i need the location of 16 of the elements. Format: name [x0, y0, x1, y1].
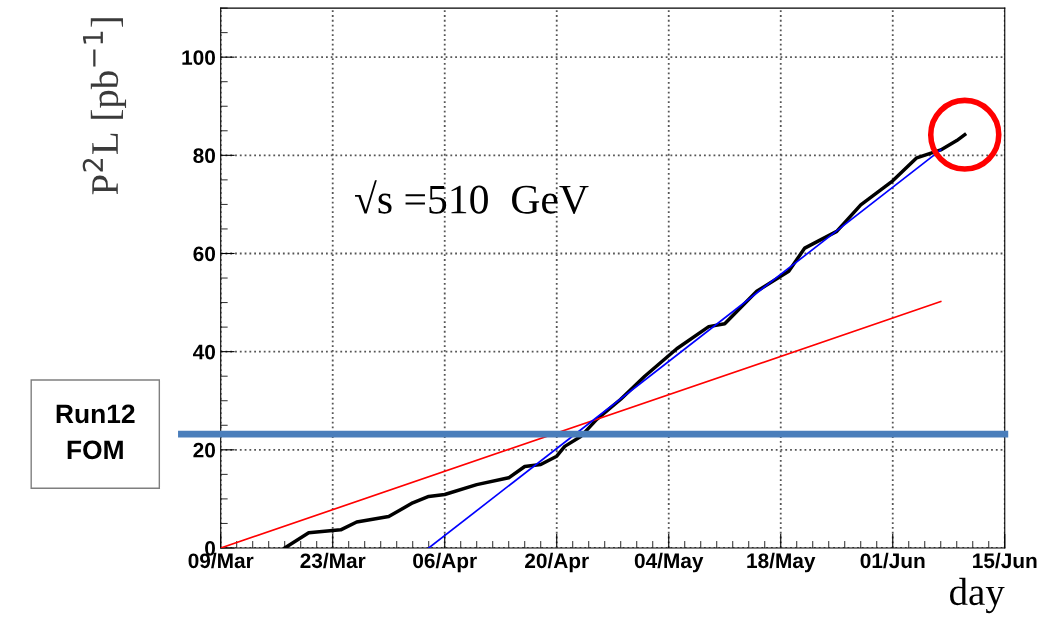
x-axis-title: day	[950, 577, 1005, 614]
y-tick-label: 80	[193, 148, 215, 164]
x-tick-label: 20/Apr	[525, 552, 589, 573]
x-tick-label: 23/Mar	[300, 552, 366, 569]
y-axis-title: P$^{2}$L [pb$^{−1}$]	[82, 18, 127, 195]
annotation: √s =510 GeV	[355, 180, 589, 214]
x-tick-label: 01/Jun	[860, 552, 925, 569]
x-tick-label: 18/May	[747, 552, 816, 573]
y-tick-label: 20	[193, 442, 215, 458]
y-tick-label: 60	[193, 246, 215, 262]
x-tick-label: 15/Jun	[973, 552, 1037, 569]
x-tick-label: 06/Apr	[413, 552, 477, 573]
y-tick-label: 100	[182, 50, 215, 65]
y-tick-label: 40	[192, 344, 215, 360]
x-tick-label: 04/May	[634, 552, 704, 573]
ref-line-label: Run12 FOM	[56, 404, 135, 460]
